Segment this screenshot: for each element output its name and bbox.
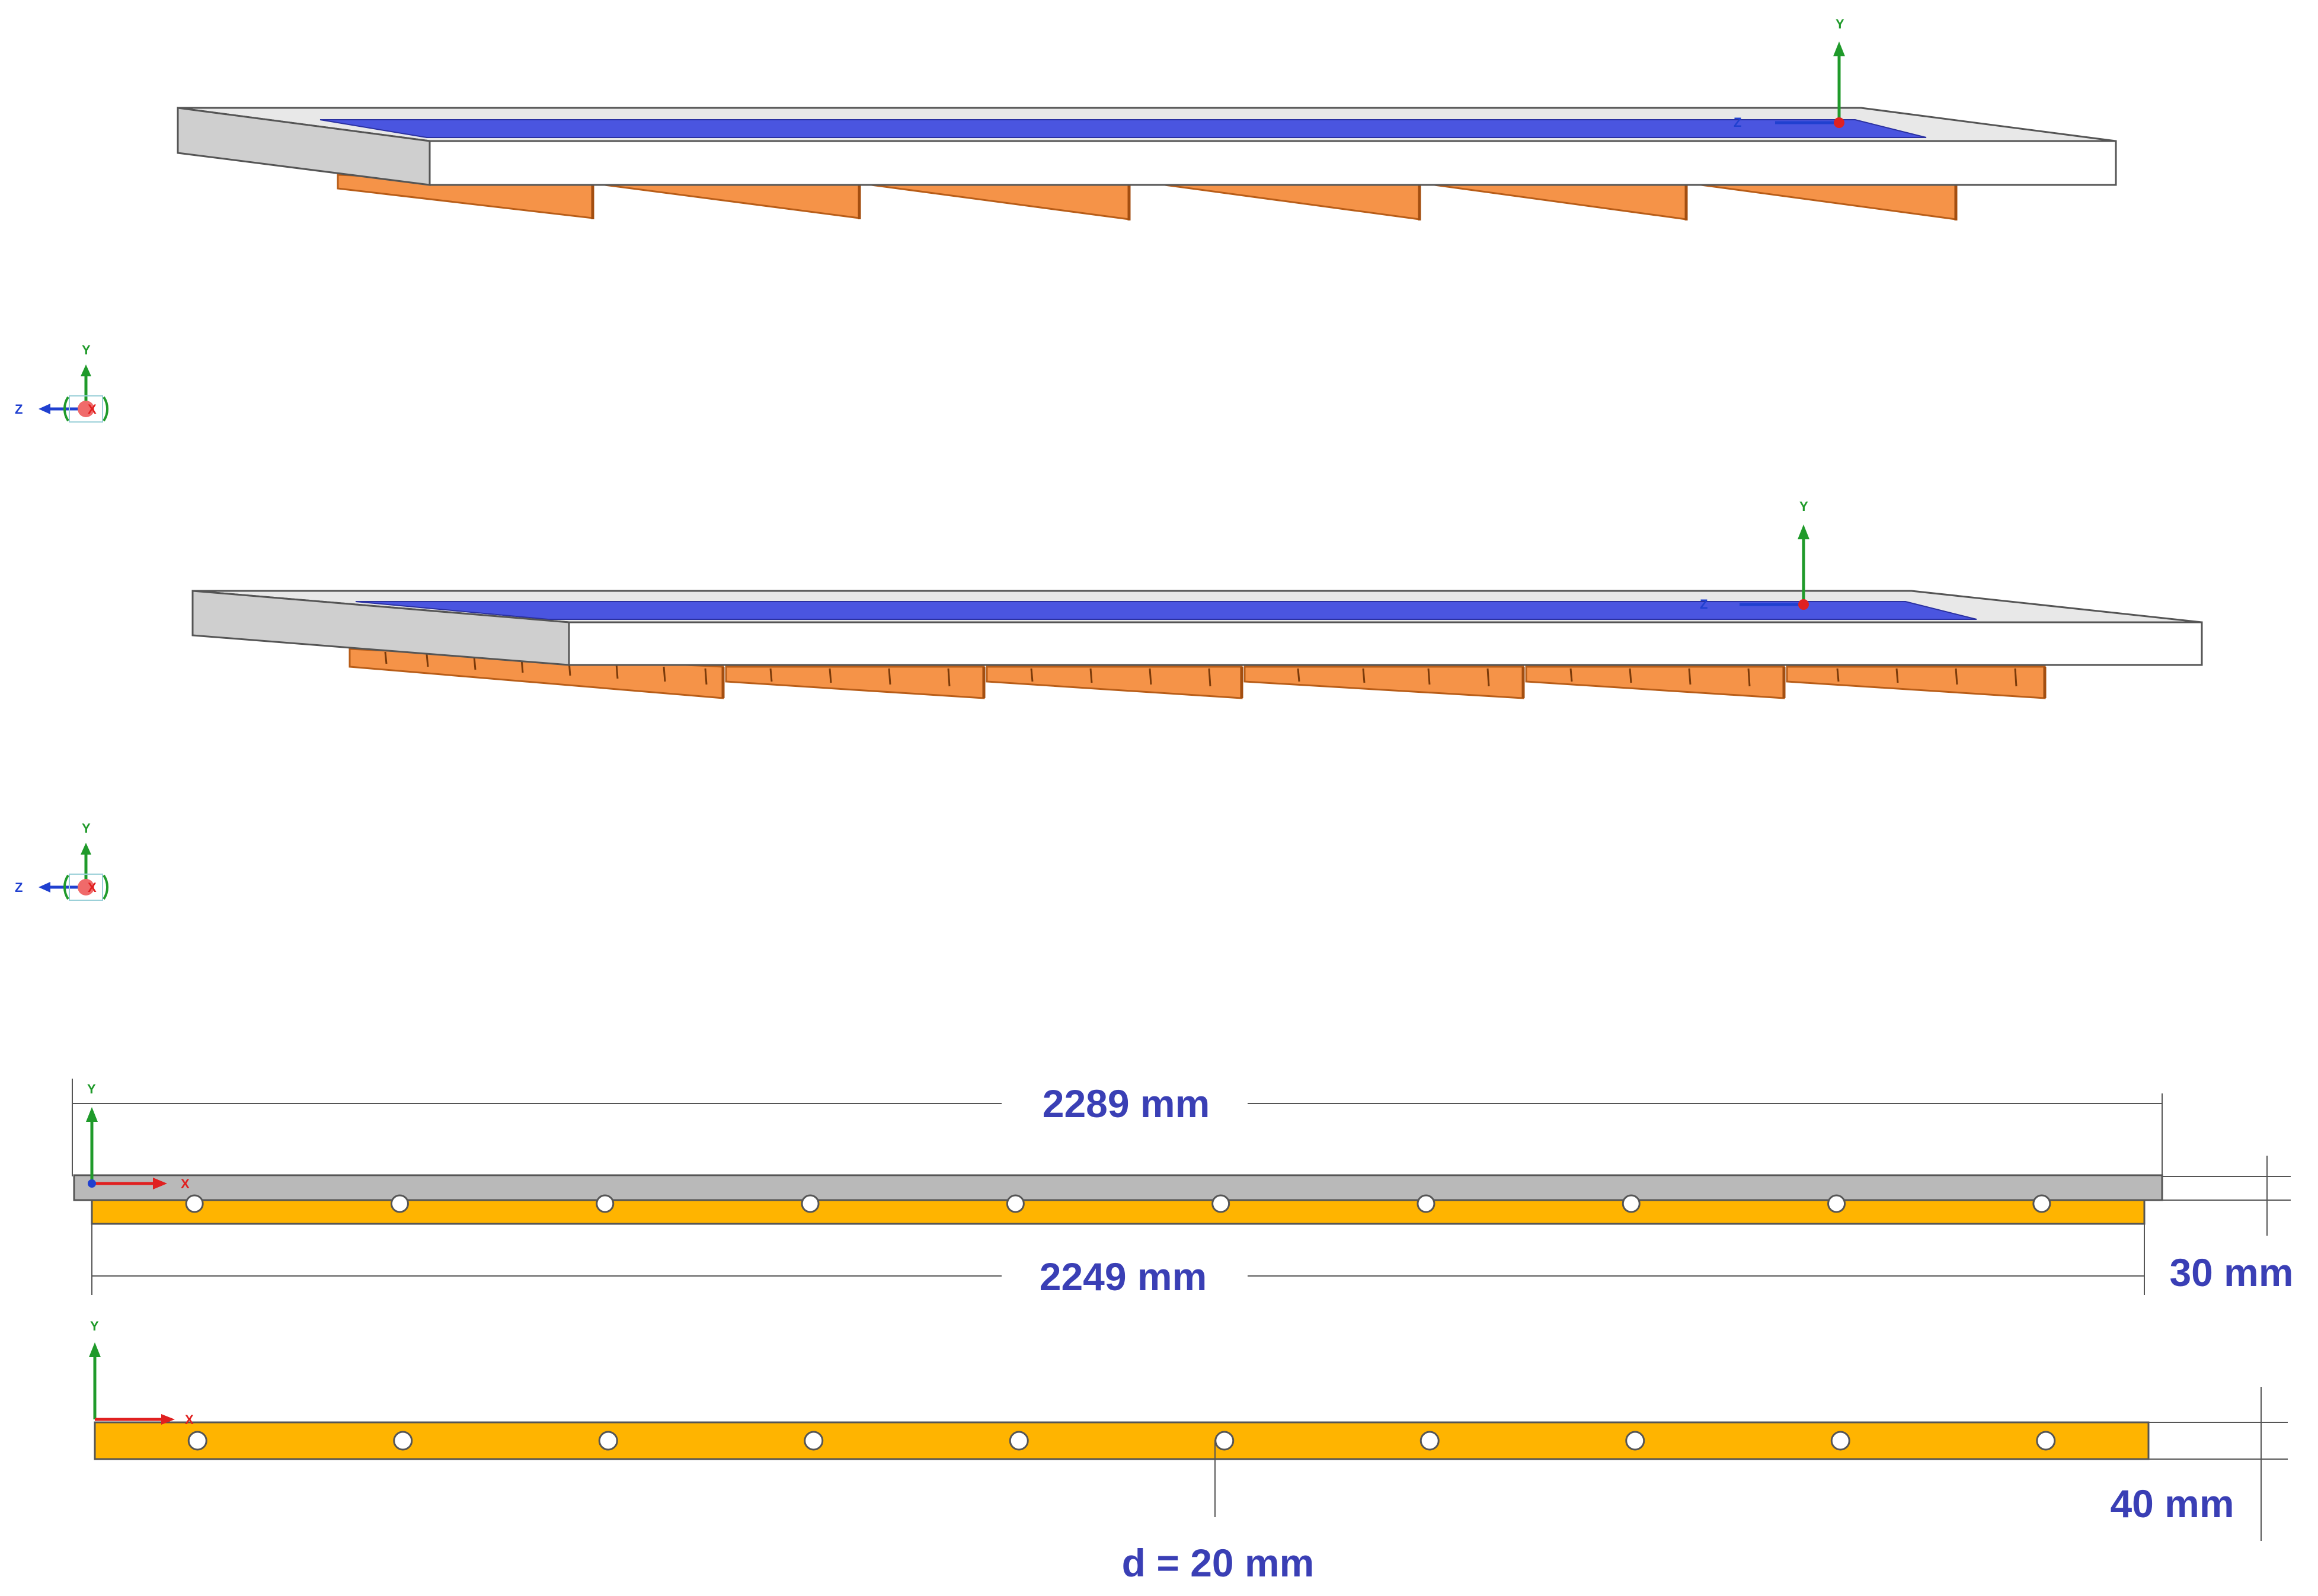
y-axis-label: Y <box>1799 499 1808 514</box>
dimension-fin-height-40 <box>2148 1387 2288 1541</box>
hole <box>187 1431 207 1451</box>
fin-height-40-label: 40 mm <box>2110 1482 2234 1525</box>
hole <box>1211 1194 1230 1213</box>
fin-4 <box>1164 184 1421 220</box>
hole <box>1830 1431 1850 1451</box>
view-2-fin-edges <box>721 667 2047 698</box>
hole <box>1827 1194 1846 1213</box>
fin-side <box>94 1421 2150 1460</box>
view-3-side-view-assembly: 2289 mm Y X 2249 mm 30 <box>72 1079 2294 1298</box>
y-axis-label: Y <box>90 1319 99 1333</box>
hole <box>1006 1194 1025 1213</box>
fin-4 <box>1243 666 1524 699</box>
x-axis-label: X <box>185 1412 194 1427</box>
hole <box>598 1431 618 1451</box>
triad-1-z-label: Z <box>15 402 23 417</box>
hole <box>1622 1194 1641 1213</box>
view-4-local-axes: Y X <box>89 1319 194 1427</box>
hole <box>1625 1431 1645 1451</box>
hole-diameter-label: d = 20 mm <box>1122 1541 1315 1585</box>
triad-1-y-label: Y <box>82 343 91 357</box>
orientation-triad-1: Y Z X <box>15 343 108 423</box>
view-1-fin-edges <box>591 185 1958 220</box>
triad-1-x-label: X <box>88 402 97 417</box>
dimension-fin-length <box>91 1224 2145 1295</box>
panel-surface <box>319 119 1927 138</box>
hole <box>1419 1431 1440 1451</box>
panel-surface <box>355 601 1977 620</box>
panel-frame-front <box>429 140 2117 186</box>
fin-2 <box>725 666 985 699</box>
plate-side <box>73 1174 2163 1201</box>
orientation-triad-2: Y Z X <box>15 821 108 901</box>
triad-2-z-label: Z <box>15 880 23 895</box>
view-3-local-axes: Y X <box>86 1082 190 1191</box>
view-4-fin-side-view: Y X 40 mm d = 20 mm <box>89 1319 2288 1585</box>
fin-3 <box>986 666 1243 699</box>
fin-6 <box>1786 666 2046 699</box>
plate-length-label: 2289 mm <box>1043 1082 1210 1125</box>
hole <box>804 1431 824 1451</box>
view-1-local-axes: Y Z <box>1734 17 1845 130</box>
x-axis-label: X <box>181 1176 190 1191</box>
view-2-perforation-marks <box>384 651 2018 687</box>
fin-holes <box>187 1431 2056 1451</box>
z-axis-label: Z <box>1734 115 1741 130</box>
fin-side-holes <box>185 1194 2051 1213</box>
triad-2-y-label: Y <box>82 821 91 836</box>
fin-side <box>91 1199 2146 1225</box>
z-axis-label: Z <box>1700 597 1708 612</box>
fin-5 <box>1434 184 1687 220</box>
hole <box>185 1194 204 1213</box>
fin-6 <box>1700 184 1957 220</box>
fin-3 <box>871 184 1130 220</box>
view-2-local-axes: Y Z <box>1700 499 1809 612</box>
dimension-fin-height-30 <box>2144 1156 2291 1236</box>
y-axis-label: Y <box>1836 17 1844 31</box>
view-1-panel-straight-fins: Y Z <box>177 17 2117 220</box>
fin-length-label: 2249 mm <box>1040 1255 1207 1298</box>
fin-2 <box>604 184 861 219</box>
triad-2-x-label: X <box>88 880 97 895</box>
fin-5 <box>1525 666 1785 699</box>
hole <box>1009 1431 1029 1451</box>
hole <box>1214 1431 1235 1451</box>
hole <box>390 1194 409 1213</box>
fin-height-30-label: 30 mm <box>2169 1250 2293 1294</box>
panel-frame-front <box>568 621 2203 666</box>
y-axis-label: Y <box>87 1082 96 1096</box>
hole <box>1417 1194 1435 1213</box>
hole <box>393 1431 413 1451</box>
hole <box>596 1194 615 1213</box>
view-2-panel-perforated-fins: Y Z <box>191 499 2203 699</box>
hole <box>2032 1194 2051 1213</box>
hole <box>2036 1431 2056 1451</box>
dimension-plate-length <box>72 1079 2163 1176</box>
hole <box>801 1194 820 1213</box>
